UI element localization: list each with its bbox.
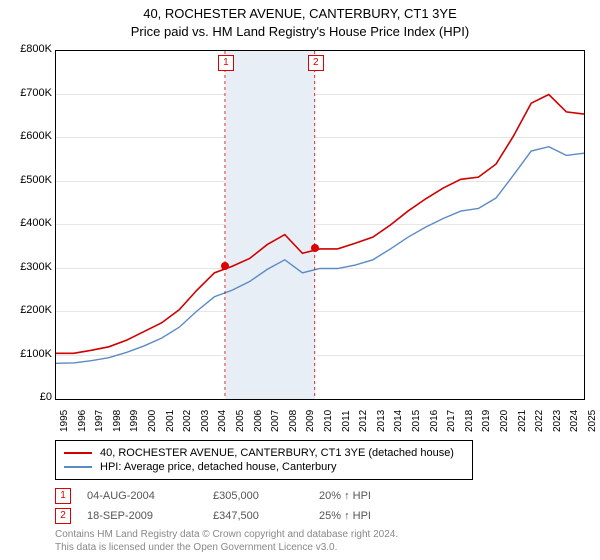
x-tick-label: 2025 <box>587 410 598 432</box>
x-tick-label: 2021 <box>517 410 528 432</box>
marker-box: 1 <box>218 55 234 71</box>
x-tick-label: 2006 <box>253 410 264 432</box>
legend-swatch <box>64 466 92 468</box>
sale-point-icon <box>311 244 319 252</box>
legend-label: 40, ROCHESTER AVENUE, CANTERBURY, CT1 3Y… <box>100 447 454 459</box>
x-tick-label: 1995 <box>59 410 70 432</box>
chart-title-subtitle: Price paid vs. HM Land Registry's House … <box>0 24 600 39</box>
x-tick-label: 2013 <box>376 410 387 432</box>
chart-title-address: 40, ROCHESTER AVENUE, CANTERBURY, CT1 3Y… <box>0 6 600 21</box>
x-tick-label: 2020 <box>499 410 510 432</box>
x-tick-label: 1998 <box>112 410 123 432</box>
x-tick-label: 2012 <box>358 410 369 432</box>
chart-container: 40, ROCHESTER AVENUE, CANTERBURY, CT1 3Y… <box>0 0 600 560</box>
x-tick-label: 2015 <box>411 410 422 432</box>
x-tick-label: 2018 <box>464 410 475 432</box>
sale-point-icon <box>221 262 229 270</box>
y-tick-label: £400K <box>2 217 52 229</box>
transaction-delta: 25% ↑ HPI <box>319 510 371 522</box>
x-tick-label: 2008 <box>288 410 299 432</box>
footer-attribution: Contains HM Land Registry data © Crown c… <box>55 528 585 554</box>
x-tick-label: 2009 <box>305 410 316 432</box>
x-tick-label: 2016 <box>429 410 440 432</box>
transaction-date: 04-AUG-2004 <box>87 490 197 502</box>
x-tick-label: 2014 <box>393 410 404 432</box>
transaction-row: 2 18-SEP-2009 £347,500 25% ↑ HPI <box>55 508 585 524</box>
chart-lines <box>56 51 584 399</box>
x-tick-label: 2022 <box>534 410 545 432</box>
y-tick-label: £300K <box>2 261 52 273</box>
x-tick-label: 2007 <box>270 410 281 432</box>
transaction-marker-icon: 2 <box>55 508 71 524</box>
x-tick-label: 2002 <box>182 410 193 432</box>
transaction-price: £347,500 <box>213 510 303 522</box>
series-property <box>56 95 584 354</box>
y-tick-label: £100K <box>2 348 52 360</box>
y-tick-label: £700K <box>2 87 52 99</box>
x-tick-label: 2010 <box>323 410 334 432</box>
footer-line: This data is licensed under the Open Gov… <box>55 541 585 554</box>
x-tick-label: 2024 <box>569 410 580 432</box>
x-tick-label: 2003 <box>200 410 211 432</box>
y-tick-label: £200K <box>2 304 52 316</box>
x-tick-label: 2017 <box>446 410 457 432</box>
plot-area: 12 <box>55 50 585 400</box>
legend-row: 40, ROCHESTER AVENUE, CANTERBURY, CT1 3Y… <box>64 447 464 459</box>
footer-line: Contains HM Land Registry data © Crown c… <box>55 528 585 541</box>
x-tick-label: 1997 <box>94 410 105 432</box>
x-tick-label: 2004 <box>217 410 228 432</box>
x-tick-label: 2011 <box>341 410 352 432</box>
transaction-date: 18-SEP-2009 <box>87 510 197 522</box>
x-tick-label: 1999 <box>129 410 140 432</box>
series-hpi <box>56 147 584 364</box>
x-tick-label: 2023 <box>552 410 563 432</box>
y-tick-label: £500K <box>2 174 52 186</box>
transaction-delta: 20% ↑ HPI <box>319 490 371 502</box>
x-tick-label: 2005 <box>235 410 246 432</box>
marker-box: 2 <box>308 55 324 71</box>
x-tick-label: 2000 <box>147 410 158 432</box>
y-tick-label: £0 <box>2 391 52 403</box>
legend-label: HPI: Average price, detached house, Cant… <box>100 461 336 473</box>
legend-row: HPI: Average price, detached house, Cant… <box>64 461 464 473</box>
legend-swatch <box>64 452 92 454</box>
x-tick-label: 1996 <box>77 410 88 432</box>
transaction-price: £305,000 <box>213 490 303 502</box>
x-tick-label: 2001 <box>165 410 176 432</box>
y-tick-label: £800K <box>2 43 52 55</box>
transaction-row: 1 04-AUG-2004 £305,000 20% ↑ HPI <box>55 488 585 504</box>
transaction-marker-icon: 1 <box>55 488 71 504</box>
legend: 40, ROCHESTER AVENUE, CANTERBURY, CT1 3Y… <box>55 440 473 480</box>
y-tick-label: £600K <box>2 130 52 142</box>
x-tick-label: 2019 <box>481 410 492 432</box>
